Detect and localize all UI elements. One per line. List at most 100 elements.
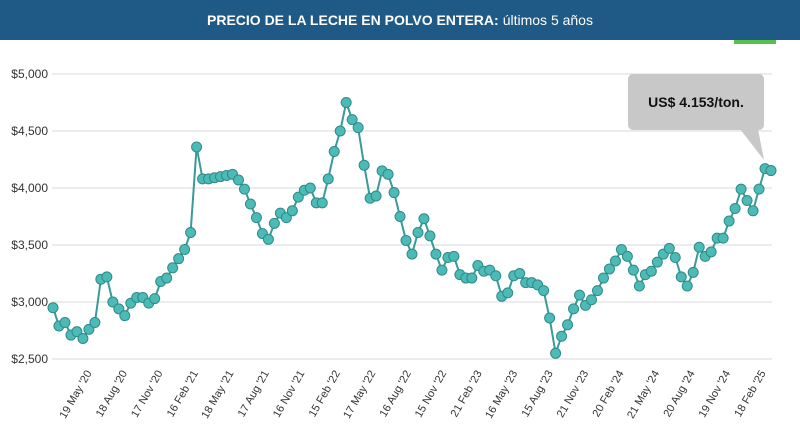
data-point[interactable] xyxy=(597,272,609,284)
data-point[interactable] xyxy=(71,326,83,338)
data-point[interactable] xyxy=(574,289,586,301)
data-point[interactable] xyxy=(149,293,161,305)
x-tick-label: 17 Aug '21 xyxy=(236,369,272,420)
data-point[interactable] xyxy=(514,268,526,279)
data-point[interactable] xyxy=(633,280,645,292)
data-point[interactable] xyxy=(615,244,627,256)
data-point[interactable] xyxy=(430,248,442,260)
data-point[interactable] xyxy=(59,317,71,329)
data-point[interactable] xyxy=(89,317,101,329)
x-tick-label: 18 May '21 xyxy=(199,369,236,421)
data-point[interactable] xyxy=(717,232,729,244)
data-point[interactable] xyxy=(328,146,340,158)
data-point[interactable] xyxy=(119,310,131,322)
data-point[interactable] xyxy=(627,264,639,276)
data-point[interactable] xyxy=(609,255,621,267)
data-point[interactable] xyxy=(47,302,59,314)
data-point[interactable] xyxy=(101,271,113,283)
data-point[interactable] xyxy=(394,211,406,222)
data-point[interactable] xyxy=(663,242,675,254)
data-point[interactable] xyxy=(412,226,424,238)
x-tick-label: 21 Feb '23 xyxy=(449,369,485,420)
data-point[interactable] xyxy=(388,187,400,199)
y-tick-label: $2,500 xyxy=(11,352,48,366)
data-point[interactable] xyxy=(556,330,568,342)
data-point[interactable] xyxy=(244,198,256,210)
data-point[interactable] xyxy=(304,182,316,194)
data-point[interactable] xyxy=(729,203,741,215)
data-point[interactable] xyxy=(735,183,747,195)
data-point[interactable] xyxy=(340,97,352,108)
data-point[interactable] xyxy=(669,252,681,264)
data-point[interactable] xyxy=(179,244,191,256)
data-point[interactable] xyxy=(723,215,735,227)
data-point[interactable] xyxy=(370,190,382,202)
data-point[interactable] xyxy=(562,319,574,331)
data-point[interactable] xyxy=(490,270,502,282)
data-point[interactable] xyxy=(681,280,693,292)
data-point[interactable] xyxy=(113,303,125,315)
x-tick-label: 16 Nov '21 xyxy=(271,369,308,420)
data-point[interactable] xyxy=(675,271,687,283)
data-point[interactable] xyxy=(466,272,478,284)
data-point[interactable] xyxy=(568,303,580,315)
data-point[interactable] xyxy=(436,264,448,276)
data-point[interactable] xyxy=(586,294,597,306)
x-tick-label: 16 Aug '22 xyxy=(378,369,414,420)
data-point[interactable] xyxy=(83,323,95,335)
data-point[interactable] xyxy=(107,296,119,308)
data-point[interactable] xyxy=(538,285,550,297)
data-point[interactable] xyxy=(621,250,633,262)
data-point[interactable] xyxy=(191,141,203,153)
data-point[interactable] xyxy=(262,233,274,245)
data-point[interactable] xyxy=(400,234,412,246)
data-point[interactable] xyxy=(316,197,328,209)
data-point[interactable] xyxy=(705,246,717,258)
data-point[interactable] xyxy=(268,217,280,229)
data-point[interactable] xyxy=(382,168,394,180)
data-point[interactable] xyxy=(645,265,657,277)
data-point[interactable] xyxy=(280,212,292,224)
data-point[interactable] xyxy=(747,205,759,217)
x-tick-label: 15 Feb '22 xyxy=(307,369,343,420)
data-point[interactable] xyxy=(77,332,89,344)
data-point[interactable] xyxy=(358,159,370,171)
data-point[interactable] xyxy=(167,262,179,274)
x-tick-label: 21 May '24 xyxy=(625,369,662,421)
data-point[interactable] xyxy=(502,287,514,299)
data-point[interactable] xyxy=(448,250,460,262)
data-point[interactable] xyxy=(352,122,364,134)
price-callout: US$ 4.153/ton. xyxy=(628,74,764,160)
x-tick-label: 19 May '20 xyxy=(57,369,94,421)
data-point[interactable] xyxy=(161,272,173,284)
data-point[interactable] xyxy=(334,125,346,137)
data-point[interactable] xyxy=(550,347,562,359)
x-tick-label: 16 Feb '21 xyxy=(165,369,201,420)
data-point[interactable] xyxy=(603,263,615,275)
data-point[interactable] xyxy=(753,183,765,195)
data-point[interactable] xyxy=(322,173,334,185)
data-point[interactable] xyxy=(693,241,705,253)
data-point[interactable] xyxy=(173,253,185,265)
data-point[interactable] xyxy=(687,266,699,278)
data-point[interactable] xyxy=(286,205,298,217)
data-point[interactable] xyxy=(185,226,197,238)
data-point[interactable] xyxy=(765,165,777,177)
data-point[interactable] xyxy=(651,256,663,268)
x-tick-label: 21 Nov '23 xyxy=(555,369,592,420)
data-point[interactable] xyxy=(544,312,556,324)
data-point[interactable] xyxy=(418,213,430,225)
series-markers xyxy=(47,97,777,359)
data-point[interactable] xyxy=(591,285,603,297)
data-point[interactable] xyxy=(346,114,358,126)
data-point[interactable] xyxy=(292,191,304,203)
data-point[interactable] xyxy=(250,212,262,224)
callout-tail xyxy=(740,129,764,160)
data-point[interactable] xyxy=(741,195,753,207)
chart-title-bold: PRECIO DE LA LECHE EN POLVO ENTERA: xyxy=(207,12,499,28)
data-point[interactable] xyxy=(232,174,244,186)
data-point[interactable] xyxy=(406,248,418,260)
data-point[interactable] xyxy=(238,183,250,195)
data-point[interactable] xyxy=(424,230,436,242)
